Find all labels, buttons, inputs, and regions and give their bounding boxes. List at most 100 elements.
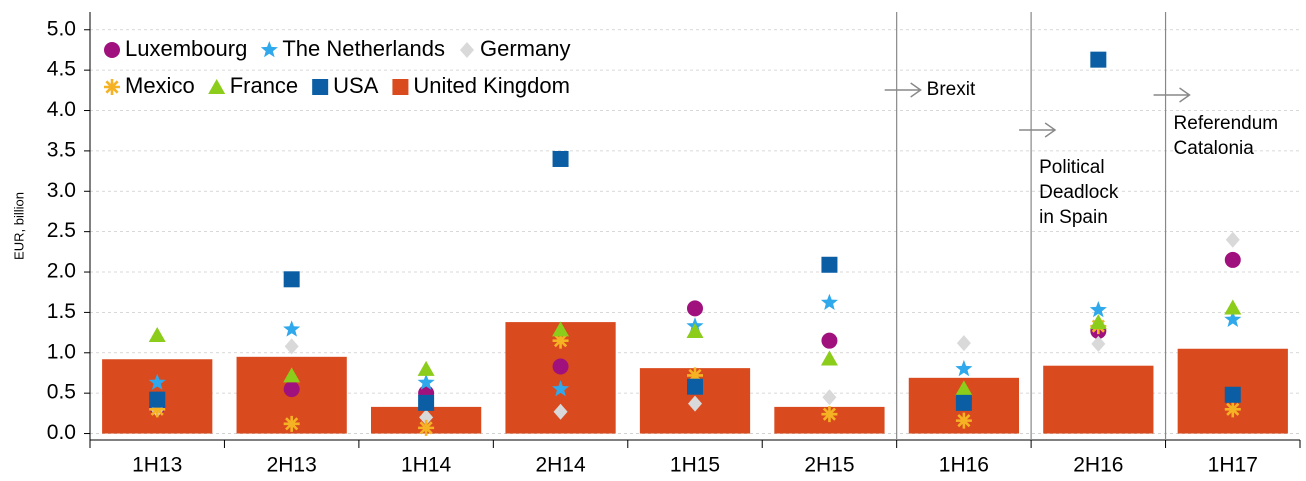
legend-item: France (208, 73, 298, 98)
x-tick-label: 2H14 (535, 454, 586, 477)
marker (820, 350, 838, 366)
marker (260, 41, 278, 58)
legend-item: Luxembourg (104, 36, 247, 61)
x-tick-label: 1H16 (939, 454, 989, 477)
legend-item: The Netherlands (260, 36, 445, 61)
marker (552, 332, 569, 349)
legend-label: France (230, 73, 298, 98)
marker (283, 381, 300, 398)
marker (283, 367, 301, 383)
marker (149, 401, 166, 418)
annotation: Brexit (927, 79, 976, 100)
marker (104, 79, 120, 95)
legend-label: USA (333, 73, 379, 98)
marker (392, 79, 409, 95)
arrow (884, 82, 922, 98)
marker (1224, 401, 1241, 418)
y-tick-label: 2.5 (47, 219, 76, 242)
legend-item: USA (312, 73, 379, 98)
marker (955, 394, 972, 411)
marker (208, 79, 226, 94)
marker (955, 380, 973, 396)
marker (821, 406, 838, 423)
marker (688, 395, 702, 412)
marker (552, 150, 569, 167)
marker (283, 271, 300, 288)
annotation: in Spain (1039, 207, 1108, 228)
marker (148, 373, 166, 390)
marker (418, 394, 435, 411)
legend-item: United Kingdom (392, 73, 570, 98)
x-tick-label: 1H15 (670, 454, 720, 477)
marker (1089, 301, 1107, 318)
marker (552, 358, 569, 375)
marker (1091, 335, 1106, 352)
marker (687, 367, 703, 384)
bar (1043, 365, 1154, 434)
marker (956, 335, 971, 352)
arrow (1019, 122, 1057, 138)
annotation: Deadlock (1039, 182, 1119, 203)
marker (1090, 51, 1107, 68)
annotation: Referendum (1174, 113, 1279, 134)
annotation: Catalonia (1174, 138, 1255, 159)
y-tick-label: 2.0 (47, 260, 76, 283)
y-tick-label: 4.5 (47, 58, 76, 81)
marker (821, 256, 838, 273)
x-tick-label: 2H15 (804, 454, 854, 477)
marker (552, 321, 570, 337)
y-tick-label: 4.0 (47, 98, 76, 121)
marker (552, 380, 570, 397)
legend-label: United Kingdom (413, 73, 570, 98)
y-tick-label: 3.0 (47, 179, 76, 202)
y-tick-label: 1.5 (47, 300, 76, 323)
y-tick-label: 1.0 (47, 340, 76, 363)
y-tick-label: 3.5 (47, 138, 76, 161)
marker (1224, 299, 1242, 315)
x-tick-label: 1H13 (132, 454, 182, 477)
marker (104, 42, 120, 58)
marker (821, 332, 838, 349)
marker (687, 300, 703, 317)
legend-label: Luxembourg (125, 36, 247, 61)
x-tick-label: 2H13 (267, 454, 317, 477)
marker (417, 373, 435, 390)
x-tick-label: 1H17 (1208, 454, 1258, 477)
marker (283, 415, 300, 432)
marker (820, 293, 838, 310)
marker (553, 403, 568, 420)
annotation: Political (1039, 157, 1104, 178)
marker (955, 412, 972, 429)
marker (148, 327, 166, 343)
legend-item: Mexico (104, 73, 195, 98)
y-tick-label: 0.5 (47, 381, 76, 404)
x-tick-label: 1H14 (401, 454, 452, 477)
y-tick-label: 0.0 (47, 421, 76, 444)
marker (418, 419, 435, 436)
y-axis-label: EUR, billion (11, 192, 26, 260)
marker (1224, 310, 1242, 327)
marker (459, 42, 474, 58)
marker (283, 320, 301, 337)
marker (149, 391, 166, 408)
marker (1225, 231, 1240, 248)
marker (284, 338, 299, 355)
marker (822, 389, 837, 406)
marker (419, 409, 434, 426)
marker (686, 322, 704, 338)
legend-label: Germany (480, 36, 570, 61)
marker (417, 360, 435, 376)
arrow (1153, 87, 1191, 103)
legend-item: Germany (459, 36, 570, 61)
marker (312, 79, 329, 95)
x-tick-label: 2H16 (1073, 454, 1123, 477)
legend-label: The Netherlands (282, 36, 445, 61)
marker (1224, 386, 1241, 403)
marker (955, 359, 973, 377)
y-tick-label: 5.0 (47, 17, 76, 40)
marker (687, 378, 703, 395)
marker (1089, 314, 1107, 330)
marker (1224, 251, 1241, 268)
legend-label: Mexico (125, 73, 195, 98)
